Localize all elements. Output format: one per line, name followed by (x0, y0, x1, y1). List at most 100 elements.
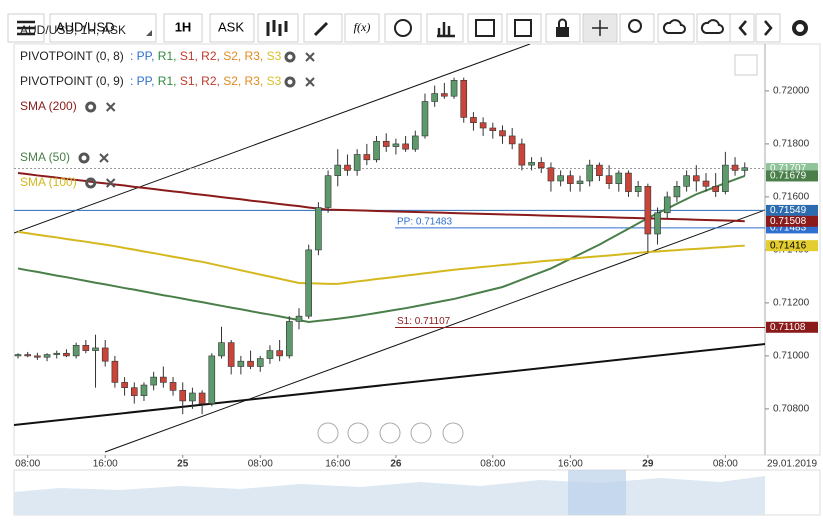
scroll-left[interactable] (317, 422, 339, 444)
candle-body (43, 354, 51, 358)
candle-body (189, 392, 196, 402)
lock-icon (556, 27, 569, 37)
function-button[interactable] (344, 13, 380, 43)
candle-body (460, 80, 468, 118)
calendar-icon (475, 19, 495, 37)
chart-type-button[interactable] (257, 13, 299, 43)
download-icon (700, 19, 724, 34)
settings-icon[interactable] (78, 152, 90, 164)
indicator-key: S2, (220, 74, 241, 88)
candle-body (324, 175, 332, 208)
candle-body (256, 358, 264, 367)
indicator-keys: : PP, R1, S1, R2, S2, R3, S3 (130, 49, 282, 63)
x-tick-label: 08:00 (248, 459, 273, 470)
interval-select[interactable] (163, 13, 203, 43)
forward-button[interactable] (755, 13, 781, 43)
candle-body (702, 180, 710, 187)
candle-body (392, 143, 400, 147)
candle-body (92, 347, 99, 351)
zoom-button[interactable] (619, 13, 655, 43)
candle-body (586, 164, 594, 182)
candle-body (692, 175, 700, 182)
zoom-out[interactable] (347, 422, 369, 444)
candle-body (625, 172, 632, 192)
candle-body (528, 162, 535, 166)
price-tag (766, 204, 818, 216)
candle-body (140, 384, 148, 396)
price-tag (766, 215, 818, 227)
indicator-keys: : PP, R1, S1, R2, S2, R3, S3 (130, 74, 282, 88)
candle-body (72, 344, 80, 357)
settings-icon[interactable] (85, 101, 97, 113)
menu-icon (17, 20, 35, 36)
function-label: f(x) (354, 20, 371, 34)
candle-body (450, 80, 458, 97)
scroll-right[interactable] (442, 422, 464, 444)
candle-body (286, 321, 293, 357)
reset-zoom[interactable] (379, 422, 401, 444)
candle-body (121, 382, 128, 388)
zoom-in[interactable] (410, 422, 432, 444)
info-button[interactable] (384, 13, 422, 43)
candle-body (654, 212, 661, 235)
symbol-select[interactable] (49, 13, 157, 43)
indicator-key: R3, (241, 74, 263, 88)
trend-line (104, 209, 765, 453)
candle-body (673, 185, 681, 198)
popout-button[interactable] (734, 54, 758, 76)
price-tag (766, 240, 818, 252)
sma-line (17, 230, 745, 285)
side: ASK (218, 19, 244, 34)
candle-body (741, 167, 749, 171)
y-tick-label: 0.72000 (773, 86, 810, 97)
remove-icon[interactable] (305, 52, 315, 62)
candle-body (247, 360, 254, 367)
price-tag-label: 0.71416 (770, 240, 807, 251)
candle-body (441, 93, 448, 97)
navigator-window[interactable] (568, 470, 626, 515)
remove-icon[interactable] (305, 77, 315, 87)
candle-body (489, 127, 497, 131)
plot-frame (13, 43, 821, 456)
candle-body (712, 185, 719, 192)
settings-icon[interactable] (284, 76, 296, 88)
price-tag-label: 0.71679 (770, 171, 807, 182)
candle-body (179, 390, 187, 402)
candle-body (470, 117, 477, 124)
calendar-button[interactable] (467, 13, 503, 43)
candle-body (634, 185, 642, 192)
pivot-label: PP: 0.71483 (397, 217, 452, 228)
candle-body (373, 140, 380, 161)
pen-icon (313, 21, 329, 37)
info-icon (394, 19, 412, 37)
x-tick-label: 08:00 (480, 459, 505, 470)
settings-button[interactable] (792, 20, 808, 36)
candle-body (111, 360, 119, 383)
remove-icon[interactable] (99, 153, 109, 163)
side-select[interactable] (209, 13, 255, 43)
price-tag-label: 0.71549 (770, 205, 807, 216)
candle-body (683, 175, 690, 187)
candle-body (508, 135, 516, 145)
price-tag (766, 163, 818, 175)
price-tag-label: 0.71483 (770, 223, 807, 234)
candle-body (605, 175, 613, 184)
settings-icon[interactable] (284, 51, 296, 63)
indicator-key: S3 (263, 74, 281, 88)
settings-icon[interactable] (85, 177, 97, 189)
remove-icon[interactable] (105, 178, 116, 188)
upload-icon (662, 19, 686, 34)
candle-body (518, 143, 526, 166)
candle-body (421, 101, 429, 137)
news-button[interactable] (506, 13, 542, 43)
indicator-key: : PP, (130, 74, 154, 88)
y-tick-label: 0.71600 (773, 192, 810, 203)
remove-icon[interactable] (105, 102, 116, 112)
pivot-label: S1: 0.71107 (397, 316, 451, 327)
legend: AUD/USD, 1H, ASK PIVOTPOINT (0, 8): PP, R… (20, 23, 315, 189)
lock-shackle (558, 18, 567, 27)
x-axis-date: 29.01.2019 (767, 459, 817, 470)
bars-icon (437, 22, 455, 38)
back-button[interactable] (729, 13, 755, 43)
